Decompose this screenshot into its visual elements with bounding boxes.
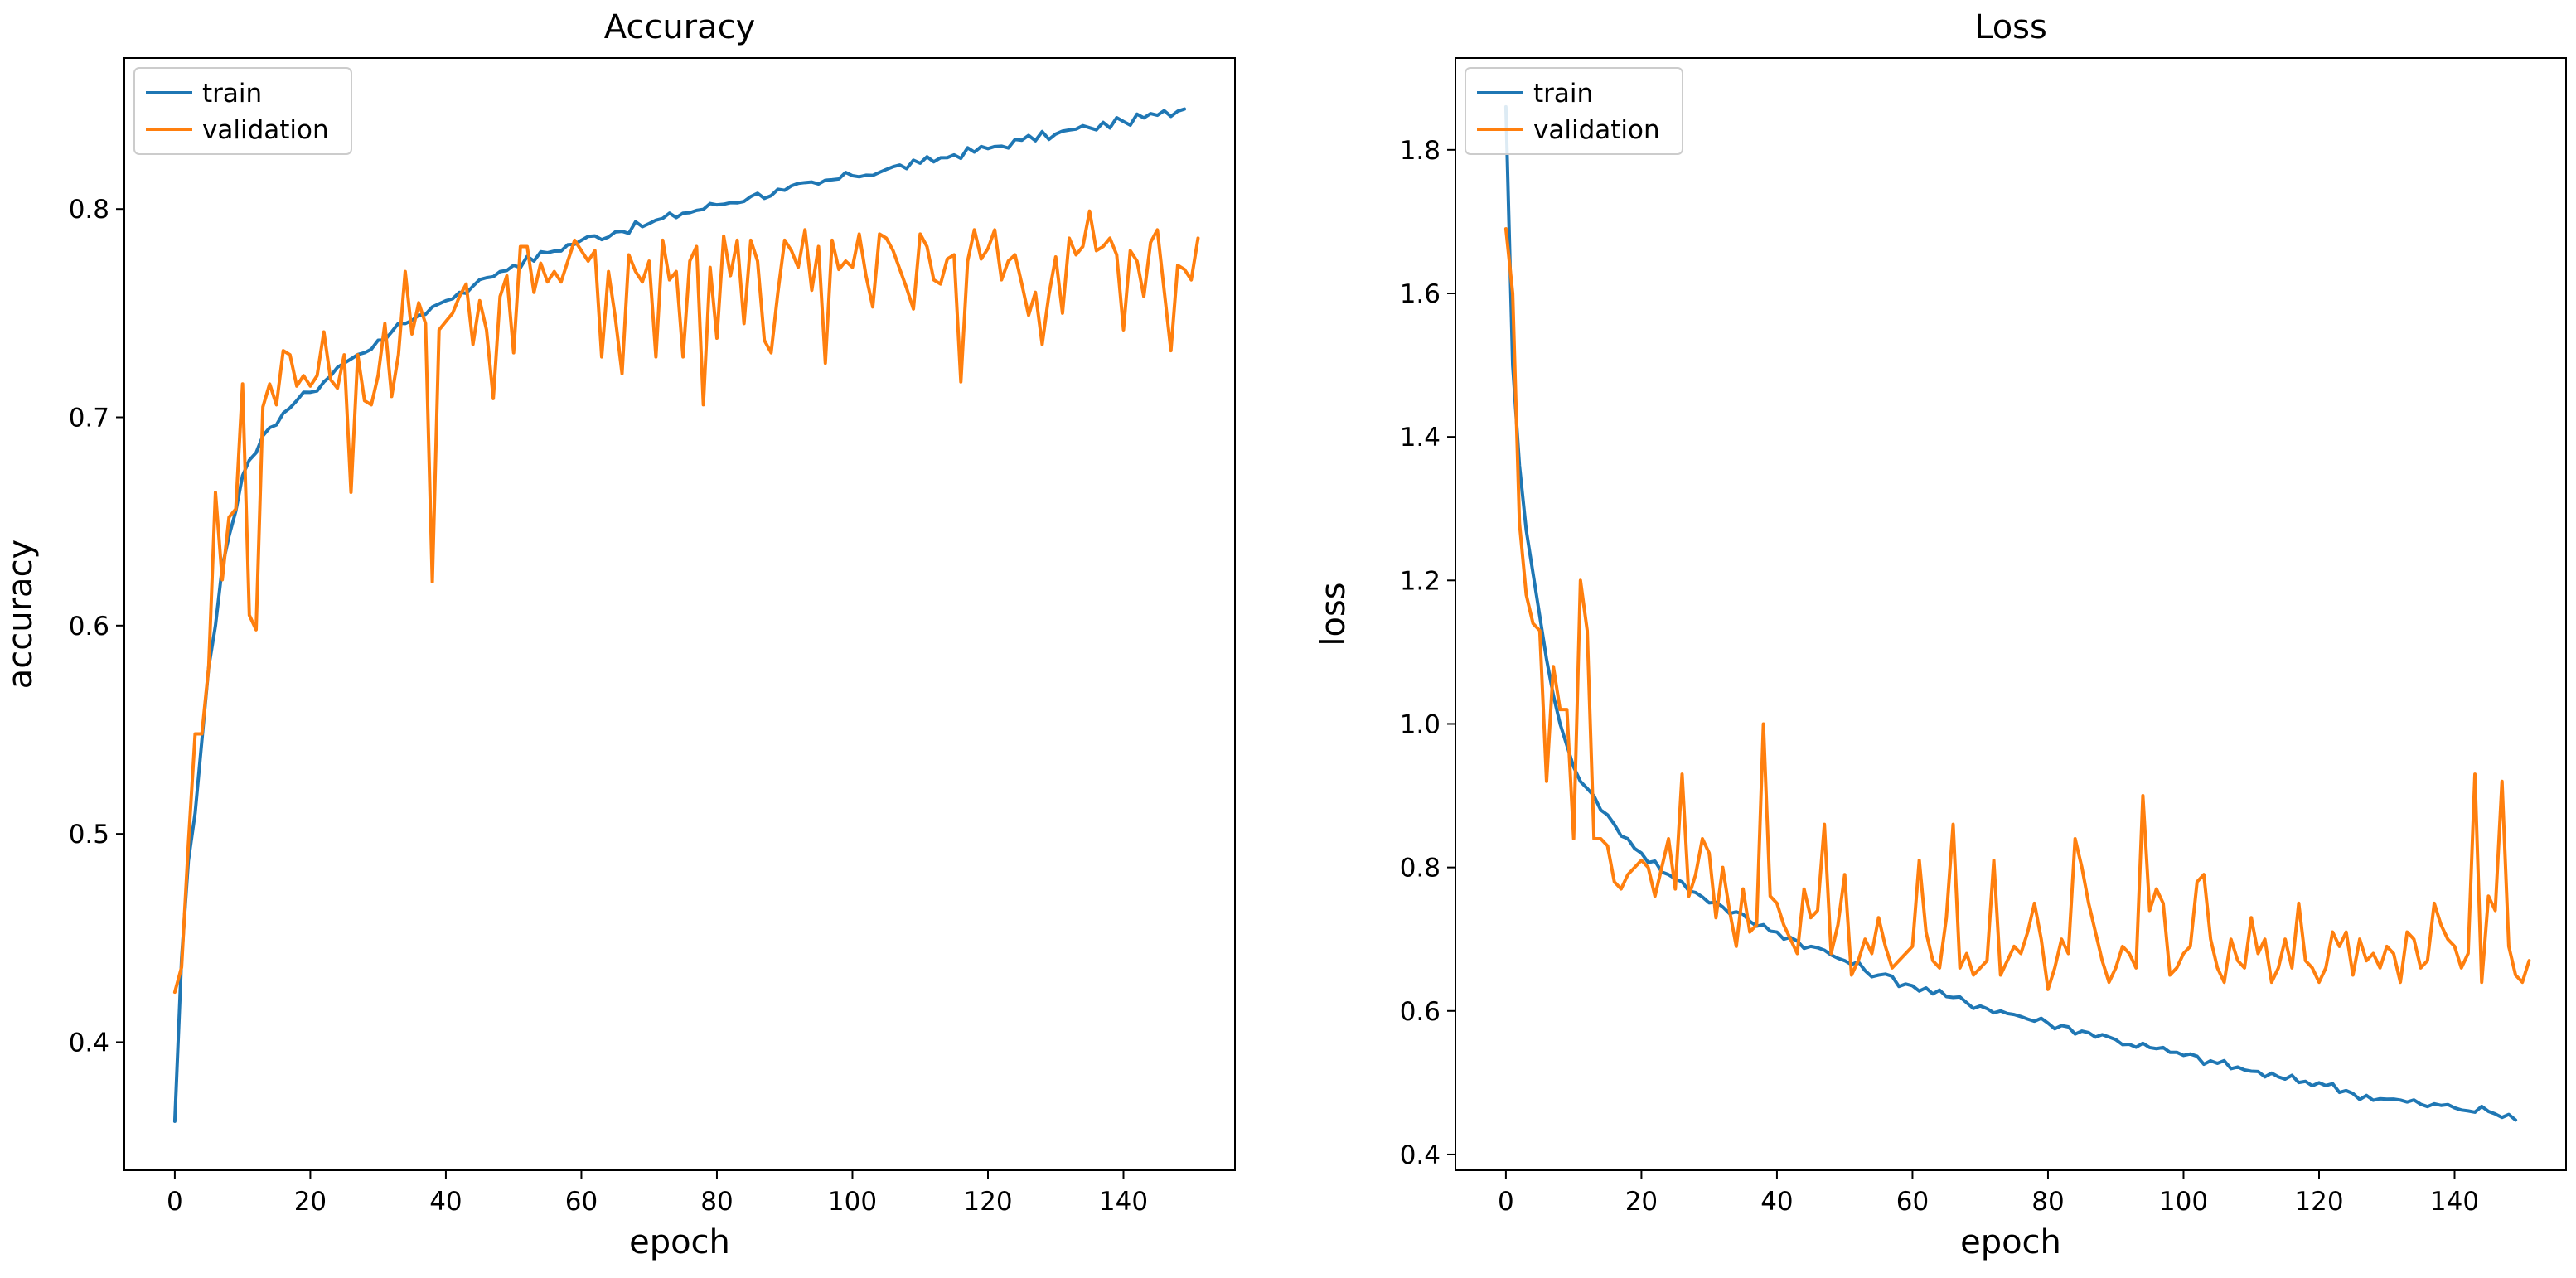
chart-loss-xlabel: epoch [1960, 1223, 2061, 1261]
chart-loss-xtick-label: 60 [1896, 1187, 1929, 1217]
chart-accuracy-xtick-label: 40 [429, 1187, 462, 1217]
chart-accuracy-ytick-label: 0.6 [69, 612, 109, 641]
chart-accuracy-ytick-label: 0.8 [69, 195, 109, 225]
loss-chart: 0 20 40 60 80 100 120 140 0.4 0.6 0.8 1.0 1.2 1.4 1.6 1… [1315, 8, 2567, 1261]
chart-loss-ytick-label: 1.2 [1400, 566, 1441, 596]
chart-loss-ytick-label: 0.6 [1400, 997, 1441, 1027]
chart-loss-legend-label-validation: validation [1533, 115, 1660, 145]
chart-accuracy-ytick-label: 0.4 [69, 1028, 109, 1058]
chart-accuracy-xtick-label: 20 [294, 1187, 327, 1217]
chart-loss-ytick-label: 0.4 [1400, 1140, 1441, 1170]
chart-accuracy-xtick-label: 100 [828, 1187, 877, 1217]
chart-accuracy-legend-label-train: train [202, 79, 262, 109]
chart-loss-xtick-label: 120 [2294, 1187, 2343, 1217]
chart-accuracy-ytick-label: 0.7 [69, 404, 109, 433]
chart-accuracy-xtick-label: 0 [167, 1187, 183, 1217]
chart-accuracy-legend-box [133, 67, 352, 155]
chart-accuracy-legend-label-validation: validation [202, 115, 329, 145]
chart-loss-legend-label-train: train [1533, 79, 1593, 109]
chart-loss-xtick-label: 0 [1498, 1187, 1514, 1217]
chart-loss-ytick-label: 1.6 [1400, 279, 1441, 309]
chart-loss-xtick-label: 140 [2430, 1187, 2479, 1217]
chart-loss-axes-frame [1455, 57, 2567, 1171]
chart-accuracy-xtick-label: 60 [565, 1187, 598, 1217]
chart-accuracy-ytick-label: 0.5 [69, 820, 109, 850]
chart-loss-ylabel: loss [1315, 582, 1353, 646]
chart-loss-ytick-label: 1.8 [1400, 136, 1441, 166]
chart-accuracy-xtick-label: 140 [1099, 1187, 1148, 1217]
chart-accuracy-xtick-label: 80 [700, 1187, 733, 1217]
chart-loss-xtick-label: 40 [1760, 1187, 1793, 1217]
chart-accuracy-title: Accuracy [604, 8, 756, 46]
chart-accuracy-xtick-label: 120 [963, 1187, 1012, 1217]
accuracy-chart: 0 20 40 60 80 100 120 140 0.4 0.5 0.6 0.7 0.8 Accurac… [2, 8, 1236, 1261]
chart-loss-xtick-label: 100 [2159, 1187, 2208, 1217]
chart-loss-ytick-label: 0.8 [1400, 854, 1441, 883]
chart-loss-xtick-label: 20 [1625, 1187, 1658, 1217]
chart-loss-series-validation [1503, 227, 2531, 991]
chart-loss-legend-box [1465, 67, 1683, 155]
chart-loss-ytick-label: 1.0 [1400, 709, 1441, 739]
chart-accuracy-legend: train validation [133, 67, 352, 155]
chart-accuracy-axes-frame [123, 57, 1236, 1171]
chart-accuracy-series-validation [172, 209, 1200, 995]
chart-loss-xtick-label: 80 [2031, 1187, 2064, 1217]
chart-loss-legend: train validation [1465, 67, 1683, 155]
chart-accuracy-xlabel: epoch [629, 1223, 730, 1261]
chart-loss-title: Loss [1974, 8, 2047, 46]
chart-accuracy-ylabel: accuracy [2, 540, 40, 689]
chart-loss-ytick-label: 1.4 [1400, 423, 1441, 453]
